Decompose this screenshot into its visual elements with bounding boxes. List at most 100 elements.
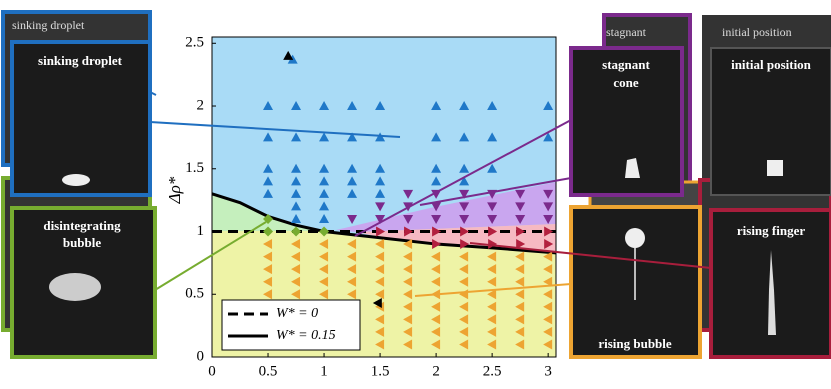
marker [543, 289, 553, 300]
marker [375, 326, 385, 337]
marker [372, 298, 382, 309]
marker [347, 276, 357, 287]
marker [543, 202, 554, 212]
marker [319, 251, 329, 262]
y-tick-label: 0 [197, 348, 205, 364]
blob [49, 273, 101, 301]
marker [515, 301, 525, 312]
marker [459, 314, 469, 325]
marker [403, 301, 413, 312]
marker [319, 276, 329, 287]
legend-label: W* = 0 [276, 306, 318, 321]
panel-title: disintegrating [43, 218, 121, 233]
marker [431, 163, 442, 173]
marker [347, 214, 358, 224]
marker [263, 239, 273, 250]
marker [263, 276, 273, 287]
marker [319, 163, 330, 173]
x-tick-label: 0.5 [259, 363, 278, 379]
marker [403, 326, 413, 337]
marker [459, 301, 469, 312]
marker [459, 176, 470, 186]
marker [431, 276, 441, 287]
panel-title: stagnant [602, 57, 650, 72]
marker [291, 251, 301, 262]
marker [459, 276, 469, 287]
marker [403, 314, 413, 325]
connector [419, 177, 572, 206]
marker [403, 339, 413, 350]
marker [347, 132, 358, 142]
marker [375, 214, 386, 224]
marker [291, 188, 302, 198]
marker [487, 289, 497, 300]
marker [319, 132, 330, 142]
connector [354, 119, 572, 237]
marker [544, 226, 554, 237]
marker [543, 214, 554, 224]
blob [625, 228, 645, 248]
marker [543, 276, 553, 287]
marker [431, 202, 442, 212]
marker [459, 202, 470, 212]
marker [459, 189, 470, 199]
marker [263, 289, 273, 300]
marker [431, 264, 441, 275]
y-tick-label: 0.5 [185, 286, 204, 302]
marker [263, 101, 274, 111]
marker [432, 239, 442, 250]
panel-title: rising finger [737, 223, 805, 238]
blob [768, 250, 776, 335]
connector [149, 121, 401, 138]
marker [403, 264, 413, 275]
y-tick-label: 2 [197, 97, 205, 113]
panel [10, 40, 152, 197]
marker [375, 264, 385, 275]
marker [291, 213, 302, 223]
marker [347, 176, 358, 186]
panel-title: rising bubble [598, 336, 672, 351]
marker [319, 176, 330, 186]
blob [767, 160, 783, 176]
blob [62, 174, 90, 186]
marker [431, 251, 441, 262]
marker [291, 289, 301, 300]
marker [291, 276, 301, 287]
marker [375, 202, 386, 212]
y-axis-label: Δρ* [165, 176, 184, 204]
region-stagnant [336, 182, 556, 232]
marker [263, 163, 274, 173]
marker [403, 276, 413, 287]
marker [375, 314, 385, 325]
marker [488, 239, 498, 250]
marker [319, 289, 329, 300]
marker [543, 101, 554, 111]
marker [375, 163, 386, 173]
marker [459, 163, 470, 173]
marker [319, 264, 329, 275]
connectors [149, 91, 712, 297]
marker [431, 301, 441, 312]
marker [403, 239, 413, 250]
marker [487, 101, 498, 111]
marker [319, 188, 330, 198]
marker [347, 264, 357, 275]
marker [291, 132, 302, 142]
marker [516, 239, 526, 250]
connector [414, 283, 572, 297]
panel-title: initial position [731, 57, 812, 72]
marker [319, 213, 330, 223]
marker [347, 101, 358, 111]
marker [487, 132, 498, 142]
marker [487, 301, 497, 312]
marker [347, 239, 357, 250]
marker [459, 101, 470, 111]
marker [515, 276, 525, 287]
marker [347, 251, 357, 262]
marker [375, 188, 386, 198]
marker [543, 301, 553, 312]
marker [291, 176, 302, 186]
marker [263, 226, 274, 237]
marker [431, 176, 442, 186]
marker [375, 276, 385, 287]
